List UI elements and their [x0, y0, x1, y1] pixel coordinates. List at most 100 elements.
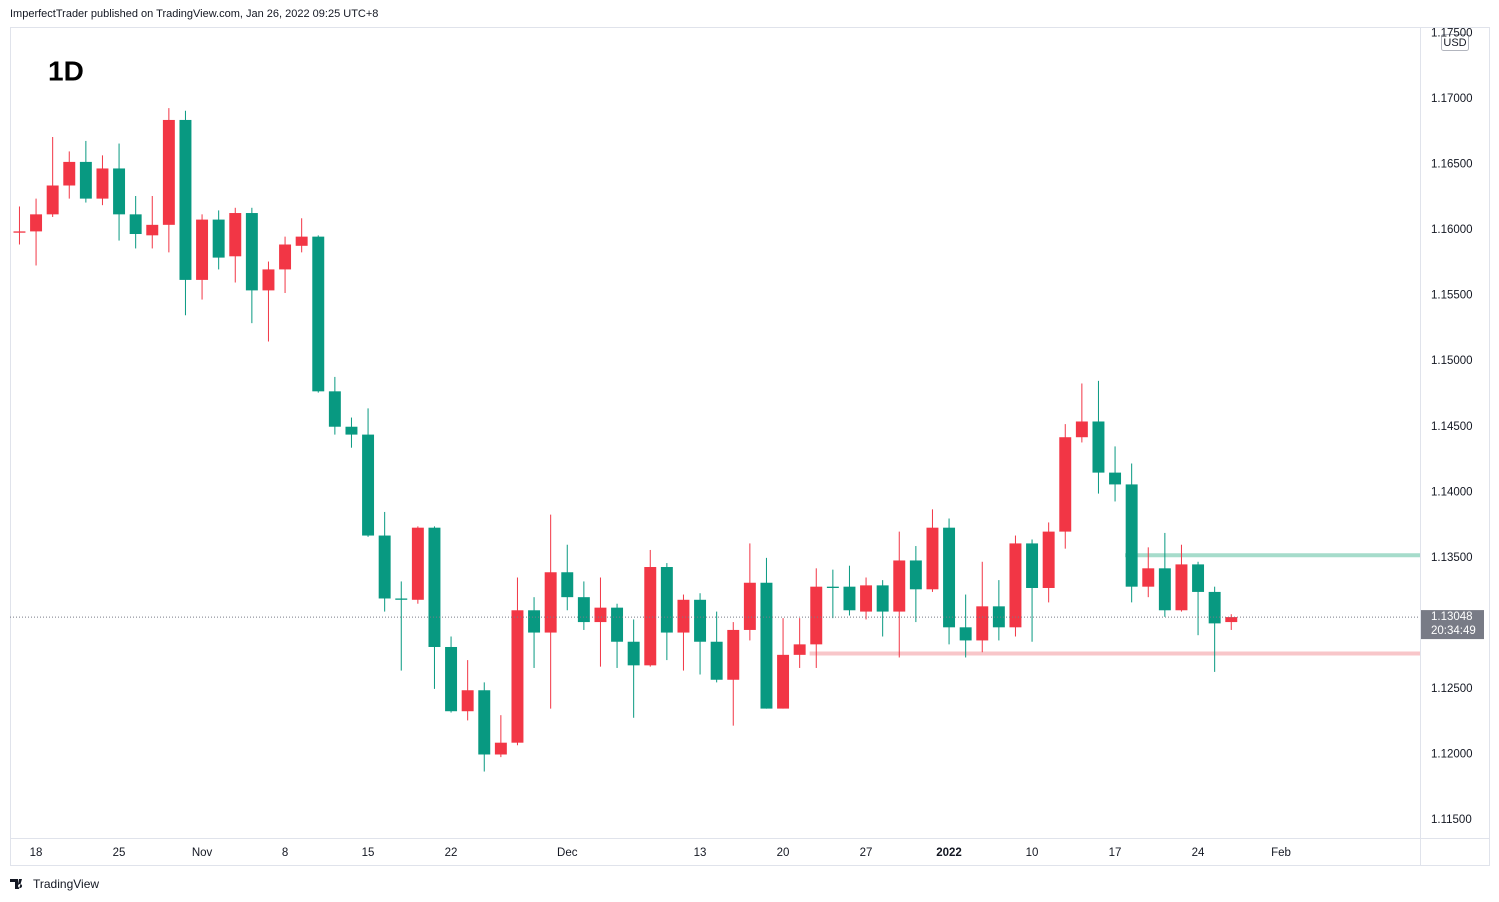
candle-body: [461, 690, 474, 712]
candle-body: [1092, 421, 1105, 473]
candle-body: [959, 627, 972, 641]
candle-body: [826, 586, 839, 588]
candle-body: [760, 582, 773, 709]
candle-body: [694, 599, 707, 642]
candle-body: [1026, 543, 1039, 588]
candle-body: [1042, 531, 1055, 588]
candle-body: [926, 527, 939, 590]
frame: [10, 27, 1490, 866]
candle-body: [1109, 472, 1122, 485]
candle-body: [1192, 564, 1205, 592]
candle-body: [428, 527, 441, 647]
candle-body: [793, 644, 806, 655]
x-tick-label: 15: [362, 847, 375, 859]
candle-body: [1009, 543, 1022, 628]
candle-body: [262, 269, 275, 291]
candle-body: [611, 607, 624, 642]
currency-box: [1441, 34, 1469, 51]
candle-body: [63, 161, 76, 186]
candle-body: [212, 219, 225, 258]
currency-label: USD: [1443, 37, 1466, 49]
candle-body: [1208, 591, 1221, 624]
candle-body: [162, 119, 175, 225]
candle-body: [893, 560, 906, 612]
y-tick-label: 1.13500: [1431, 552, 1473, 564]
candle-body: [577, 597, 590, 623]
candle-body: [179, 119, 192, 280]
candle-body: [129, 214, 142, 235]
candle-body: [909, 560, 922, 590]
candle-body: [677, 599, 690, 633]
candle-body: [229, 213, 242, 257]
candle-body: [528, 610, 541, 633]
candle-body: [1175, 564, 1188, 611]
x-tick-label: Nov: [192, 847, 213, 859]
x-tick-label: 18: [30, 847, 43, 859]
candle-body: [1059, 437, 1072, 532]
candle-body: [245, 213, 258, 291]
x-tick-label: 27: [860, 847, 873, 859]
candle-body: [411, 527, 424, 600]
candle-body: [279, 244, 292, 270]
candle-body: [810, 586, 823, 645]
candle-body: [345, 426, 358, 435]
candle-body: [1225, 617, 1238, 623]
candle-body: [743, 582, 756, 630]
x-tick-label: Feb: [1271, 847, 1291, 859]
x-tick-label: 10: [1026, 847, 1039, 859]
y-tick-label: 1.15000: [1431, 355, 1473, 367]
candle-body: [13, 231, 26, 233]
header: ImperfectTrader published on TradingView…: [10, 8, 378, 20]
candle-body: [312, 236, 325, 392]
y-tick-label: 1.17000: [1431, 93, 1473, 105]
candle-body: [561, 572, 574, 598]
candle-body: [96, 168, 109, 199]
x-tick-label: 20: [777, 847, 790, 859]
candle-body: [328, 391, 341, 427]
last-price-box: [1421, 610, 1484, 640]
plot-area: [10, 108, 1420, 772]
y-tick-label: 1.12000: [1431, 749, 1473, 761]
y-tick-label: 1.16000: [1431, 224, 1473, 236]
candle-body: [710, 641, 723, 680]
candle-body: [30, 214, 43, 232]
candle-body: [511, 610, 524, 743]
candle-body: [445, 646, 458, 712]
candle-body: [992, 606, 1005, 628]
y-tick-label: 1.16500: [1431, 159, 1473, 171]
y-tick-label: 1.14500: [1431, 421, 1473, 433]
candle-body: [378, 535, 391, 599]
candle-body: [1142, 568, 1155, 587]
candle-body: [594, 607, 607, 623]
y-tick-label: 1.15500: [1431, 290, 1473, 302]
brand: TradingView: [33, 877, 99, 891]
interval-label: 1D: [48, 55, 84, 86]
candle-body: [395, 598, 408, 600]
candle-body: [196, 219, 209, 280]
candle-body: [976, 606, 989, 641]
candle-body: [79, 161, 92, 199]
x-tick-label: 13: [694, 847, 707, 859]
x-tick-label: 2022: [936, 847, 962, 859]
candle-body: [544, 572, 557, 633]
candle-body: [146, 224, 159, 236]
candle-body: [46, 185, 59, 215]
y-tick-label: 1.17500: [1431, 27, 1473, 39]
candle-body: [1158, 568, 1171, 611]
countdown-label: 20:34:49: [1431, 625, 1476, 637]
candle-body: [727, 629, 740, 680]
candle-body: [660, 567, 673, 633]
candle-body: [860, 585, 873, 612]
candle-body: [644, 567, 657, 666]
candle-body: [777, 654, 790, 709]
candle-body: [943, 527, 956, 628]
candle-body: [478, 690, 491, 755]
candle-body: [295, 236, 308, 246]
candle-body: [1075, 421, 1088, 438]
last-price-label: 1.13048: [1431, 611, 1473, 623]
candle-body: [627, 641, 640, 666]
x-tick-label: 22: [445, 847, 458, 859]
